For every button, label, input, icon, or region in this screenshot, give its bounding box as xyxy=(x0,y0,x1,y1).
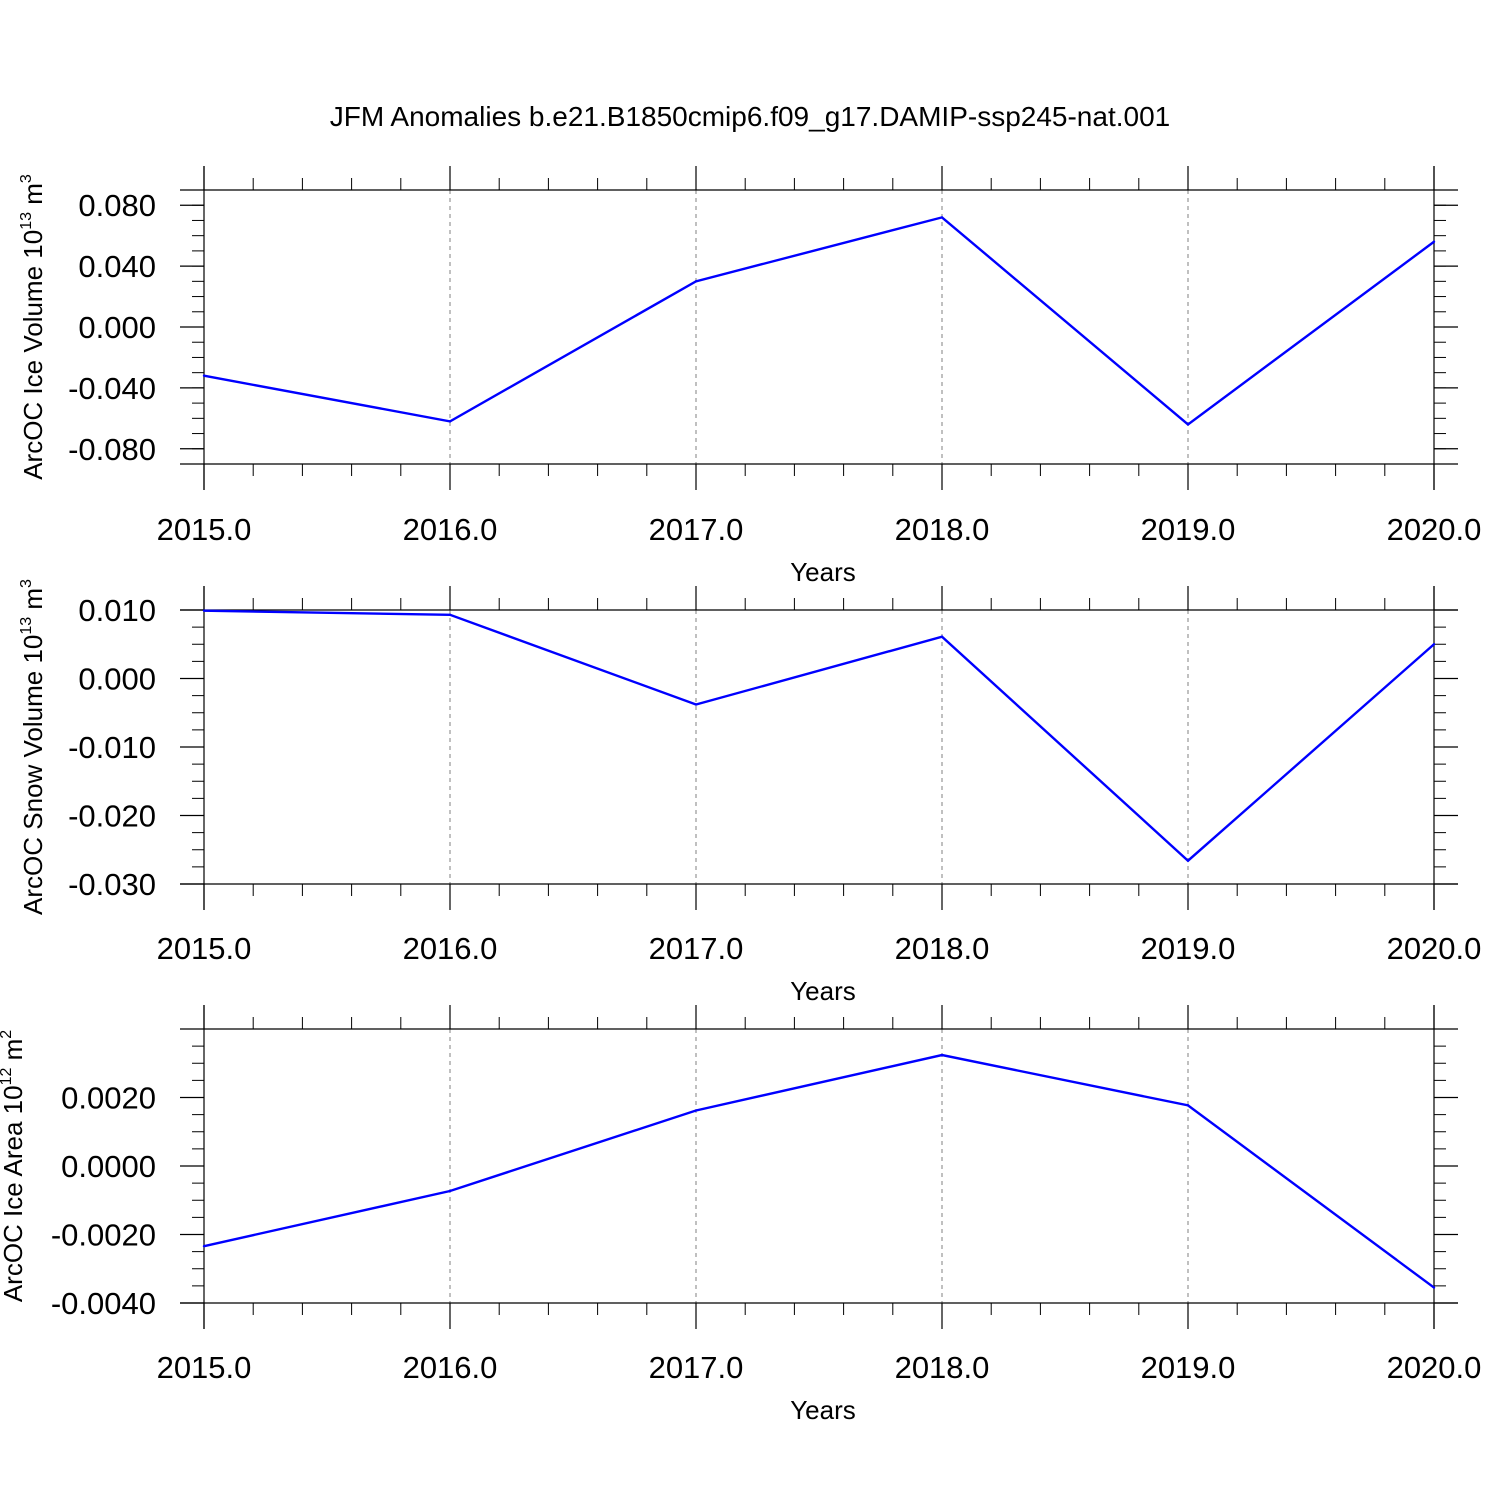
x-tick-label: 2020.0 xyxy=(1387,931,1482,966)
x-tick-label: 2016.0 xyxy=(403,931,498,966)
data-point xyxy=(694,280,698,283)
panels: -0.080 -0.040 0.000 0.040 0.080 2015.0 2016.0 2… xyxy=(0,166,1481,1425)
x-tick-label: 2019.0 xyxy=(1141,512,1236,547)
x-tick-label: 2015.0 xyxy=(157,1350,252,1385)
y-axis-label-superscript: 12 xyxy=(0,1068,15,1086)
x-axis-label: Years xyxy=(790,976,856,1006)
chart-panel-2: -0.030 -0.020 -0.010 0.000 0.010 2015.0 2016.0… xyxy=(18,579,1481,1006)
data-point xyxy=(1186,859,1190,862)
x-tick-label: 2015.0 xyxy=(157,512,252,547)
series-line xyxy=(203,609,1435,863)
y-axis-label-part: ArcOC Ice Volume 10 xyxy=(18,230,48,480)
x-tick-label: 2019.0 xyxy=(1141,1350,1236,1385)
y-tick-label: 0.080 xyxy=(78,188,156,223)
data-point xyxy=(448,1189,452,1193)
x-tick-label: 2020.0 xyxy=(1387,1350,1482,1385)
series-line xyxy=(203,216,1435,426)
y-tick-label: -0.030 xyxy=(68,867,156,902)
y-axis-label-superscript: 3 xyxy=(18,174,35,183)
y-tick-label: -0.0040 xyxy=(51,1286,156,1321)
x-tick-label: 2018.0 xyxy=(895,512,990,547)
y-tick-label: -0.010 xyxy=(68,730,156,765)
data-point xyxy=(940,216,944,219)
x-tick-label: 2017.0 xyxy=(649,1350,744,1385)
x-tick-label: 2017.0 xyxy=(649,931,744,966)
x-tick-label: 2018.0 xyxy=(895,1350,990,1385)
y-tick-label: -0.040 xyxy=(68,371,156,406)
y-tick-label: 0.000 xyxy=(78,662,156,697)
x-tick-label: 2016.0 xyxy=(403,512,498,547)
y-axis-label-part: m xyxy=(0,1039,28,1068)
y-axis-label-part: m xyxy=(18,588,48,617)
y-tick-label: 0.000 xyxy=(78,310,156,345)
data-point xyxy=(694,703,698,706)
x-tick-label: 2016.0 xyxy=(403,1350,498,1385)
data-point xyxy=(448,613,452,616)
y-tick-label: 0.0000 xyxy=(61,1149,156,1184)
x-tick-label: 2018.0 xyxy=(895,931,990,966)
y-axis-label-part: ArcOC Snow Volume 10 xyxy=(18,635,48,915)
y-axis-label: ArcOC Ice Area 1012 m2 xyxy=(0,1030,28,1302)
data-point xyxy=(1432,240,1436,243)
data-point xyxy=(202,609,206,612)
y-tick-label: 0.040 xyxy=(78,249,156,284)
data-point xyxy=(1432,1286,1436,1289)
figure-title: JFM Anomalies b.e21.B1850cmip6.f09_g17.D… xyxy=(330,101,1170,132)
data-point xyxy=(1186,1104,1190,1107)
y-tick-label: 0.0020 xyxy=(61,1081,156,1116)
y-tick-label: -0.020 xyxy=(68,799,156,834)
data-point xyxy=(940,1053,944,1057)
y-axis-label-superscript: 13 xyxy=(18,212,35,230)
x-tick-label: 2015.0 xyxy=(157,931,252,966)
y-tick-label: -0.0020 xyxy=(51,1218,156,1253)
x-tick-label: 2020.0 xyxy=(1387,512,1482,547)
data-point xyxy=(448,420,452,423)
data-point xyxy=(202,374,206,377)
data-point xyxy=(202,1244,206,1248)
data-point xyxy=(1432,643,1436,646)
x-tick-label: 2017.0 xyxy=(649,512,744,547)
y-tick-label: 0.010 xyxy=(78,593,156,628)
y-axis-label-superscript: 13 xyxy=(18,617,35,635)
y-axis-label-part: ArcOC Ice Area 10 xyxy=(0,1085,28,1302)
x-axis-label: Years xyxy=(790,557,856,587)
x-tick-label: 2019.0 xyxy=(1141,931,1236,966)
chart-panel-1: -0.080 -0.040 0.000 0.040 0.080 2015.0 2016.0 2… xyxy=(18,166,1481,587)
chart-panel-3: -0.0040 -0.0020 0.0000 0.0020 2015.0 2016.0 20… xyxy=(0,1005,1481,1425)
y-axis-label: ArcOC Ice Volume 1013 m3 xyxy=(18,174,48,480)
series-line xyxy=(203,1053,1435,1289)
x-axis-label: Years xyxy=(790,1395,856,1425)
y-axis-label-superscript: 3 xyxy=(18,579,35,588)
data-point xyxy=(694,1109,698,1112)
data-point xyxy=(1186,423,1190,426)
data-point xyxy=(940,635,944,638)
y-axis-label-superscript: 2 xyxy=(0,1030,15,1039)
y-axis-label-part: m xyxy=(18,183,48,212)
y-tick-label: -0.080 xyxy=(68,432,156,467)
y-axis-label: ArcOC Snow Volume 1013 m3 xyxy=(18,579,48,915)
